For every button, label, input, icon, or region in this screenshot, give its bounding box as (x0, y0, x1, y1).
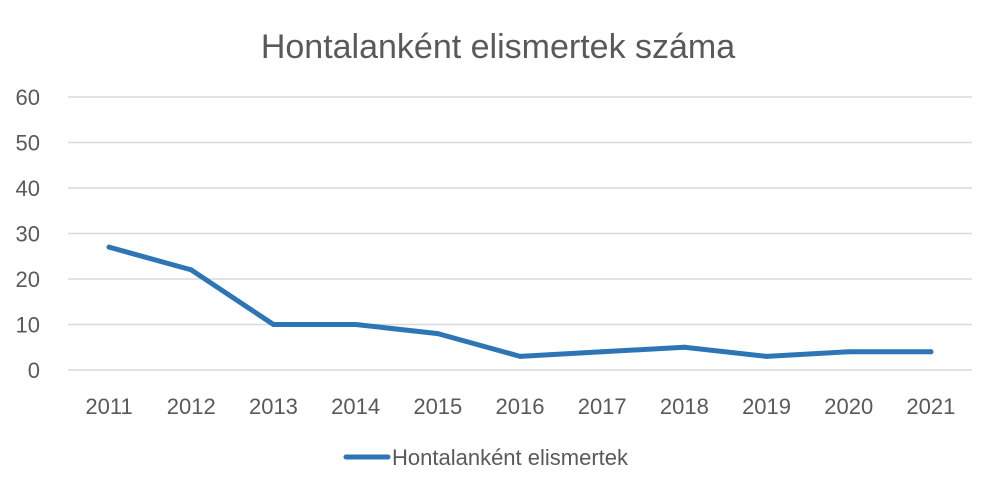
series-line-0 (106, 244, 934, 359)
y-axis-ticks: 0 10 20 30 40 50 60 (16, 85, 40, 383)
x-tick-label: 2017 (578, 394, 627, 419)
data-point (681, 344, 687, 350)
gridlines (68, 96, 972, 371)
legend-label: Hontalanként elismertek (392, 445, 629, 470)
data-point (928, 349, 934, 355)
data-point (846, 349, 852, 355)
x-tick-label: 2021 (906, 394, 955, 419)
data-point (270, 322, 276, 327)
x-tick-label: 2020 (824, 394, 873, 419)
y-tick-label: 40 (16, 176, 40, 201)
x-tick-label: 2015 (413, 394, 462, 419)
legend: Hontalanként elismertek (343, 445, 629, 470)
y-tick-label: 0 (28, 358, 40, 383)
y-tick-label: 20 (16, 267, 40, 292)
x-tick-label: 2013 (249, 394, 298, 419)
data-point (599, 349, 605, 355)
data-point (764, 353, 770, 359)
data-point (188, 267, 194, 273)
x-axis-ticks: 2011 2012 2013 2014 2015 2016 2017 2018 2019 2020… (85, 394, 955, 419)
x-tick-label: 2019 (742, 394, 791, 419)
y-tick-label: 10 (16, 313, 40, 338)
data-point (435, 331, 441, 337)
x-tick-label: 2011 (85, 394, 132, 419)
x-tick-label: 2016 (496, 394, 545, 419)
x-tick-label: 2012 (167, 394, 216, 419)
series-layer (106, 244, 934, 359)
data-point (353, 322, 359, 327)
y-tick-label: 50 (16, 131, 40, 156)
data-point (517, 353, 523, 359)
y-tick-label: 30 (16, 222, 40, 247)
x-tick-label: 2014 (331, 394, 380, 419)
chart-title: Hontalanként elismertek száma (261, 28, 735, 66)
data-point (106, 244, 112, 250)
x-tick-label: 2018 (660, 394, 709, 419)
y-tick-label: 60 (16, 85, 40, 110)
